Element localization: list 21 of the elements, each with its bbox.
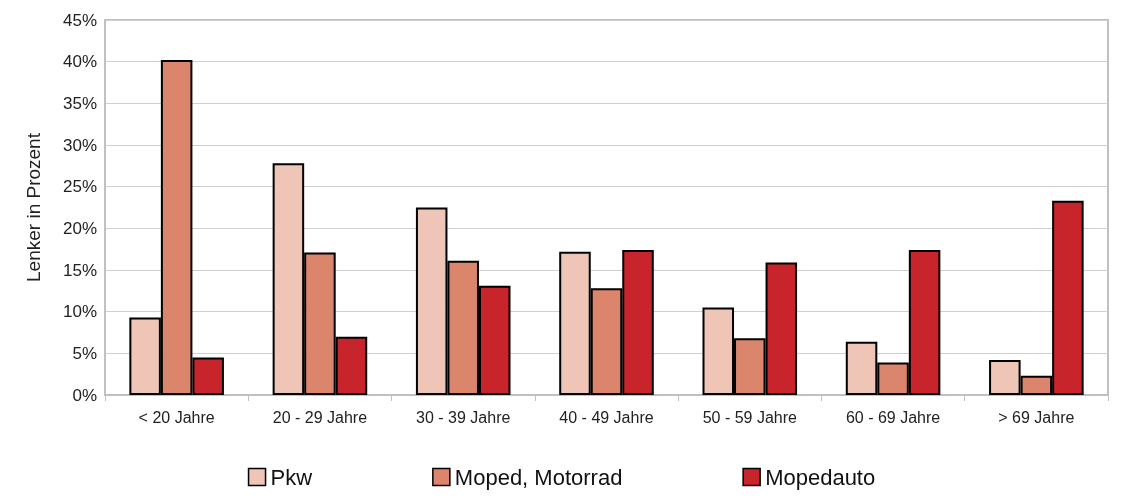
- x-tick-label: < 20 Jahre: [138, 408, 215, 426]
- legend-label: Pkw: [270, 464, 313, 490]
- y-tick-label: 30%: [62, 135, 97, 155]
- x-tick-label: 20 - 29 Jahre: [272, 408, 368, 426]
- y-tick-label: 40%: [62, 52, 97, 72]
- x-tick-label: 50 - 59 Jahre: [702, 408, 798, 426]
- y-tick-label: 5%: [72, 343, 97, 363]
- y-tick-label: 45%: [62, 10, 97, 30]
- x-tick-label: 40 - 49 Jahre: [559, 408, 654, 426]
- x-tick-label: 60 - 69 Jahre: [845, 408, 941, 426]
- x-tick-label: > 69 Jahre: [998, 408, 1075, 426]
- y-tick-label: 10%: [62, 302, 97, 322]
- y-tick-label: 20%: [62, 218, 97, 238]
- y-tick-label: 35%: [62, 93, 97, 113]
- y-axis-title: Lenker in Prozent: [23, 132, 44, 282]
- y-tick-label: 15%: [62, 260, 97, 280]
- legend-label: Mopedauto: [765, 464, 876, 490]
- legend-label: Moped, Motorrad: [454, 464, 623, 490]
- x-tick-label: 30 - 39 Jahre: [416, 408, 511, 426]
- y-tick-label: 25%: [62, 177, 97, 197]
- y-tick-label: 0%: [72, 385, 97, 405]
